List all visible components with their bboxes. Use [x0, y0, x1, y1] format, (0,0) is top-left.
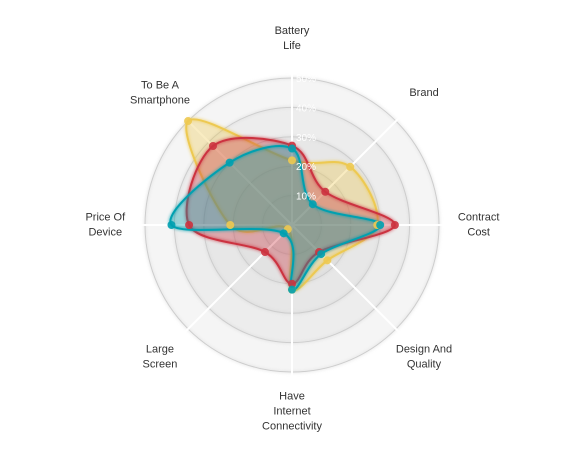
- series-1-point-1: [321, 187, 330, 196]
- series-2-point-6: [167, 221, 176, 229]
- series-2-point-7: [225, 158, 234, 167]
- axis-label-5: Large Screen: [143, 343, 178, 370]
- axis-label-3: Design And Quality: [396, 343, 452, 370]
- radar-ticks: 10% 20% 30% 40% 50%: [296, 74, 316, 203]
- series-1-point-4: [288, 279, 296, 288]
- tick-label-3: 40%: [296, 103, 316, 114]
- series-0-point-6: [226, 221, 235, 229]
- series-2-point-4: [288, 285, 296, 294]
- series-2-point-5: [279, 229, 288, 238]
- series-2-point-3: [317, 250, 326, 259]
- tick-label-2: 30%: [296, 133, 316, 144]
- series-0-point-3: [323, 256, 332, 265]
- axis-label-4: Have Internet Connectivity: [262, 391, 322, 433]
- axis-line-3: [291, 224, 408, 341]
- axis-label-1: Brand: [409, 87, 438, 99]
- series-2-point-1: [308, 200, 317, 209]
- series-2-point-0: [288, 144, 296, 153]
- axis-line-5: [176, 224, 293, 341]
- axis-label-0: Battery Life: [275, 25, 310, 52]
- series-0-point-0: [288, 156, 296, 165]
- axis-label-6: Price Of Device: [85, 211, 126, 238]
- series-1-area: [186, 137, 395, 284]
- series-2-point-2: [376, 221, 385, 229]
- series-0-point-7: [184, 117, 193, 126]
- series-2-area: [170, 146, 381, 290]
- axis-line-7: [176, 109, 293, 226]
- series-1-point-5: [260, 248, 269, 257]
- radar-axis-labels: Battery Life Brand Contract Cost Design And Qu…: [85, 25, 499, 433]
- series-1-point-6: [185, 221, 194, 229]
- series-1-point-2: [390, 221, 399, 229]
- series-0-point-1: [346, 162, 355, 171]
- tick-label-1: 20%: [296, 162, 316, 173]
- radar-points: [167, 117, 399, 294]
- tick-label-0: 10%: [296, 192, 316, 203]
- tick-label-4: 50%: [296, 74, 316, 85]
- axis-label-2: Contract Cost: [458, 211, 500, 238]
- series-1-point-7: [209, 142, 218, 151]
- axis-label-7: To Be A Smartphone: [130, 79, 190, 106]
